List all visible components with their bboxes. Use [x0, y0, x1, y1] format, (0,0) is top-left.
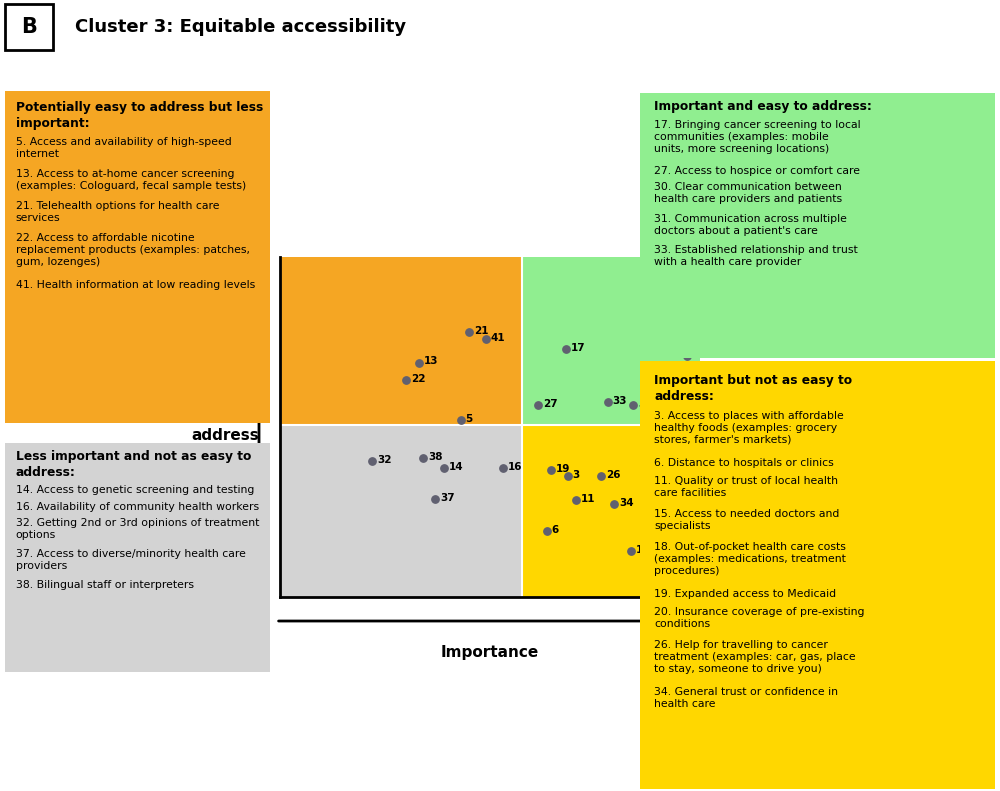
Text: 33: 33: [613, 396, 627, 406]
Text: 32: 32: [377, 455, 392, 465]
Text: Importance: Importance: [441, 645, 539, 660]
Text: 15: 15: [665, 487, 680, 498]
Point: [364, 455, 380, 467]
Text: 18: 18: [636, 545, 650, 555]
Point: [593, 470, 609, 483]
Text: 5: 5: [466, 414, 473, 424]
Text: 3. Access to places with affordable
healthy foods (examples: grocery
stores, far: 3. Access to places with affordable heal…: [654, 411, 844, 445]
Point: [652, 487, 668, 500]
Point: [427, 492, 443, 505]
Text: Less important and not as easy to
address:: Less important and not as easy to addres…: [16, 450, 251, 479]
Point: [415, 452, 431, 464]
Text: Cluster 3: Equitable accessibility: Cluster 3: Equitable accessibility: [75, 17, 406, 36]
Text: 34. General trust or confidence in
health care: 34. General trust or confidence in healt…: [654, 687, 838, 709]
Point: [558, 343, 574, 355]
Point: [543, 464, 559, 476]
Point: [411, 356, 427, 369]
Point: [625, 399, 641, 411]
Text: 21: 21: [474, 326, 489, 336]
Text: 26: 26: [606, 471, 621, 480]
Bar: [280, 426, 522, 597]
Text: 38: 38: [428, 452, 442, 462]
Point: [539, 524, 555, 537]
Text: Important but not as easy to
address:: Important but not as easy to address:: [654, 373, 852, 403]
Point: [679, 350, 695, 362]
Text: 16. Availability of community health workers: 16. Availability of community health wor…: [16, 501, 259, 512]
Text: 16: 16: [508, 462, 522, 472]
Text: 13: 13: [424, 357, 438, 366]
Text: 32. Getting 2nd or 3rd opinions of treatment
options: 32. Getting 2nd or 3rd opinions of treat…: [16, 518, 259, 540]
Point: [398, 373, 414, 386]
Text: 11: 11: [581, 494, 596, 504]
Text: 19: 19: [556, 464, 570, 474]
Text: 41. Health information at low reading levels: 41. Health information at low reading le…: [16, 279, 255, 290]
Text: 30. Clear communication between
health care providers and patients: 30. Clear communication between health c…: [654, 183, 842, 204]
Text: B: B: [21, 17, 37, 36]
Text: 5. Access and availability of high-speed
internet: 5. Access and availability of high-speed…: [16, 138, 231, 159]
Text: 27: 27: [543, 399, 558, 409]
Bar: [522, 257, 700, 426]
Bar: [280, 257, 522, 426]
FancyBboxPatch shape: [5, 5, 53, 50]
Point: [640, 456, 656, 469]
Point: [495, 462, 511, 475]
Text: 11. Quality or trust of local health
care facilities: 11. Quality or trust of local health car…: [654, 476, 838, 498]
Text: 18. Out-of-pocket health care costs
(examples: medications, treatment
procedures: 18. Out-of-pocket health care costs (exa…: [654, 542, 846, 576]
Text: 38. Bilingual staff or interpreters: 38. Bilingual staff or interpreters: [16, 581, 194, 590]
Text: 27. Access to hospice or comfort care: 27. Access to hospice or comfort care: [654, 165, 860, 176]
Text: 15. Access to needed doctors and
specialists: 15. Access to needed doctors and special…: [654, 509, 840, 531]
Text: 17: 17: [571, 343, 585, 353]
Text: 22: 22: [411, 373, 426, 384]
Text: 31: 31: [638, 399, 652, 409]
Point: [560, 470, 576, 483]
Text: 31. Communication across multiple
doctors about a patient's care: 31. Communication across multiple doctor…: [654, 214, 847, 236]
Text: Ease to
address: Ease to address: [192, 411, 259, 443]
Text: 6. Distance to hospitals or clinics: 6. Distance to hospitals or clinics: [654, 458, 834, 468]
Point: [461, 326, 477, 339]
Text: 37: 37: [440, 493, 455, 502]
Text: 19. Expanded access to Medicaid: 19. Expanded access to Medicaid: [654, 589, 836, 599]
Text: Important and easy to address:: Important and easy to address:: [654, 100, 872, 113]
Text: 26. Help for travelling to cancer
treatment (examples: car, gas, place
to stay, : 26. Help for travelling to cancer treatm…: [654, 640, 856, 674]
Point: [623, 545, 639, 558]
Text: 34: 34: [619, 498, 634, 508]
Text: 20: 20: [653, 457, 667, 467]
Text: 13. Access to at-home cancer screening
(examples: Cologuard, fecal sample tests): 13. Access to at-home cancer screening (…: [16, 169, 246, 191]
Text: 14. Access to genetic screening and testing: 14. Access to genetic screening and test…: [16, 485, 254, 495]
Point: [606, 498, 622, 510]
Point: [530, 399, 546, 411]
Text: 20. Insurance coverage of pre-existing
conditions: 20. Insurance coverage of pre-existing c…: [654, 607, 865, 629]
Text: 14: 14: [449, 462, 463, 472]
Point: [453, 414, 469, 426]
Text: 30: 30: [692, 350, 707, 360]
Point: [600, 396, 616, 408]
Text: 6: 6: [552, 525, 559, 535]
Point: [568, 494, 584, 506]
Text: Potentially easy to address but less
important:: Potentially easy to address but less imp…: [16, 101, 263, 130]
Bar: [522, 426, 700, 597]
Text: 21. Telehealth options for health care
services: 21. Telehealth options for health care s…: [16, 201, 219, 223]
Text: 37. Access to diverse/minority health care
providers: 37. Access to diverse/minority health ca…: [16, 549, 245, 571]
Point: [436, 462, 452, 475]
Text: 22. Access to affordable nicotine
replacement products (examples: patches,
gum, : 22. Access to affordable nicotine replac…: [16, 233, 250, 267]
Text: 3: 3: [573, 471, 580, 480]
Text: 17. Bringing cancer screening to local
communities (examples: mobile
units, more: 17. Bringing cancer screening to local c…: [654, 119, 861, 153]
Text: 33. Established relationship and trust
with a health care provider: 33. Established relationship and trust w…: [654, 245, 858, 267]
Point: [478, 332, 494, 345]
Text: 41: 41: [491, 333, 505, 343]
